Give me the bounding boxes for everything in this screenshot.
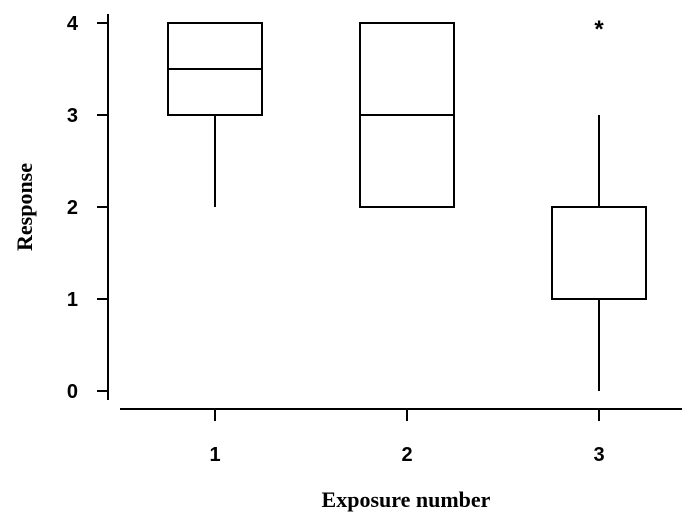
y-tick-label: 4 <box>67 13 79 35</box>
y-axis-ticks: 0 1 2 3 4 <box>67 13 108 403</box>
box-series: * <box>167 16 647 391</box>
x-tick-label: 2 <box>401 444 412 466</box>
x-tick-label: 3 <box>593 444 604 466</box>
y-tick-label: 0 <box>67 381 78 403</box>
x-axis-title: Exposure number <box>322 487 491 512</box>
box-iqr <box>551 206 647 300</box>
x-tick-label: 1 <box>209 444 220 466</box>
outlier-marker: * <box>594 16 604 43</box>
x-axis-ticks: 1 2 3 <box>209 409 605 466</box>
y-tick-label: 1 <box>67 289 78 311</box>
y-tick-label: 3 <box>67 105 78 127</box>
y-axis-title: Response <box>12 163 37 251</box>
y-tick-label: 2 <box>67 197 78 219</box>
